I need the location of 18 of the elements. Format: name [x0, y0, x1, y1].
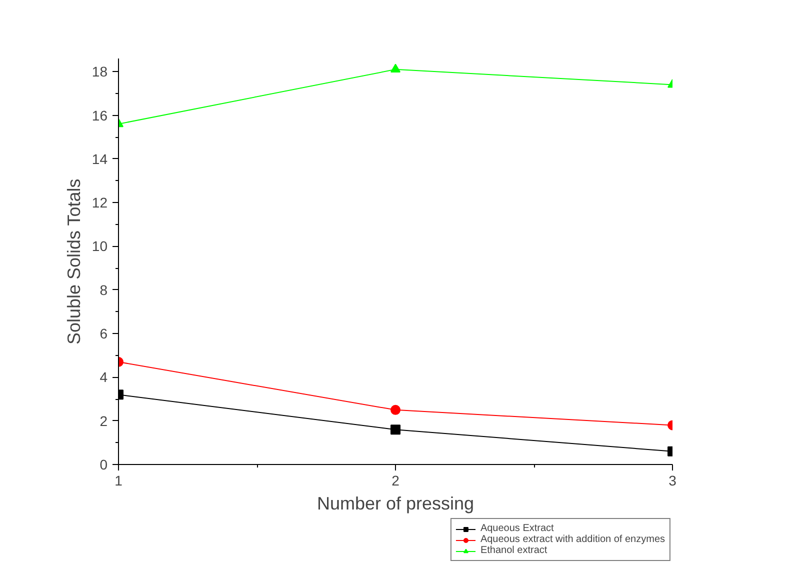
x-tick-label: 2 [392, 472, 400, 488]
x-tick-label: 1 [114, 472, 123, 488]
y-tick-label: 16 [92, 107, 108, 124]
y-tick-label: 12 [92, 194, 108, 211]
y-tick-label: 0 [100, 456, 108, 472]
y-tick-label: 2 [100, 412, 108, 429]
y-tick-label: 8 [100, 282, 108, 298]
y-tick-label: 14 [92, 150, 108, 167]
legend-label: Aqueous extract with addition of enzymes [480, 534, 665, 545]
y-tick-label: 4 [100, 369, 108, 386]
x-axis-title: Number of pressing [316, 494, 474, 514]
y-tick-label: 10 [92, 238, 108, 254]
y-tick-label: 6 [100, 326, 108, 342]
legend-label: Aqueous Extract [480, 523, 554, 534]
x-tick-label: 3 [668, 472, 677, 488]
y-axis-title: Soluble Solids Totals [64, 178, 84, 345]
legend-label: Ethanol extract [480, 545, 548, 556]
y-tick-label: 18 [92, 64, 108, 80]
